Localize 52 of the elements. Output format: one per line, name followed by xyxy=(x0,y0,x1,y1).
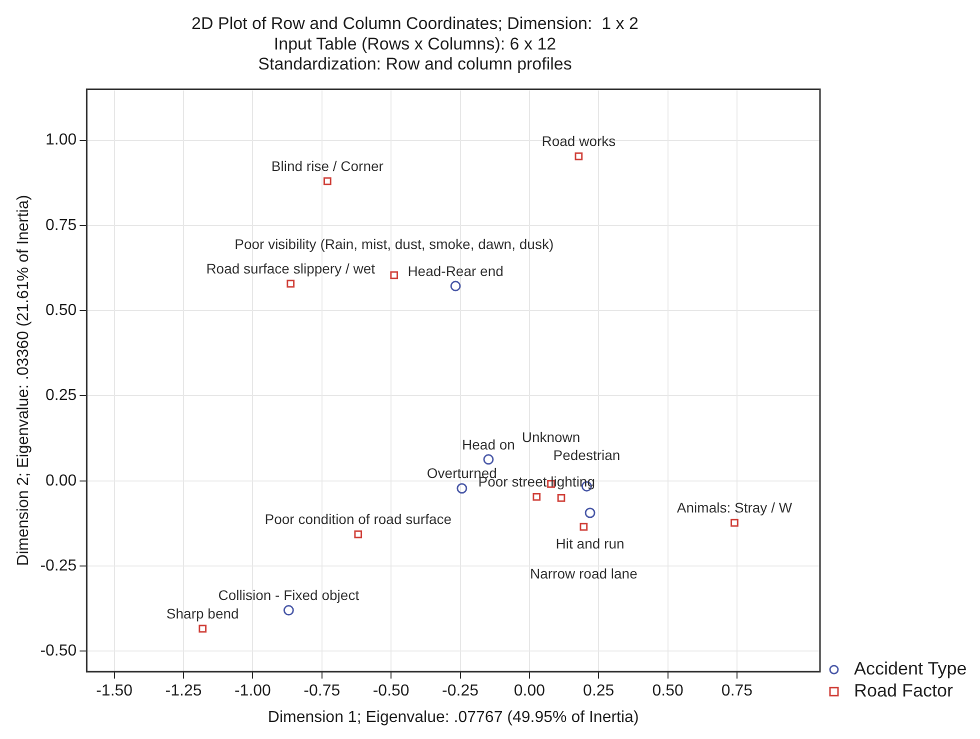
point xyxy=(730,518,738,527)
x-tick-label: -0.50 xyxy=(372,682,410,700)
y-tick-label: 0.25 xyxy=(46,387,77,404)
point xyxy=(532,492,541,501)
legend-label: Road Factor xyxy=(854,680,954,701)
annotation: Animals: Stray / W xyxy=(676,500,793,516)
point xyxy=(323,177,332,186)
chart-subtitle: Input Table (Rows x Columns): 6 x 12 Standardization: Row and column profiles xyxy=(258,34,572,74)
legend-label: Accident Type xyxy=(854,658,967,679)
x-tick-label: -0.25 xyxy=(442,682,479,700)
annotation: Head on xyxy=(462,436,515,452)
point xyxy=(283,605,294,616)
annotation: Hit and run xyxy=(556,536,624,552)
point xyxy=(390,271,398,280)
annotation: Narrow road lane xyxy=(530,566,638,582)
y-tick-label: 0.50 xyxy=(46,302,77,319)
point xyxy=(580,522,588,531)
x-axis-title: Dimension 1; Eigenvalue: .07767 (49.95% of Inertia) xyxy=(268,708,639,726)
annotation: Unknown xyxy=(522,428,580,445)
x-tick-label: -0.75 xyxy=(304,682,340,700)
point xyxy=(456,483,468,494)
point xyxy=(198,624,207,633)
annotation: Pedestrian xyxy=(553,447,620,464)
chart-title: 2D Plot of Row and Column Coordinates; Dimension: 1 x 2 xyxy=(192,14,638,33)
x-tick-label: 0.00 xyxy=(514,682,546,700)
x-tick-label: -1.25 xyxy=(165,682,202,700)
annotation: Poor condition of road surface xyxy=(264,511,452,528)
y-tick-label: 1.00 xyxy=(46,132,77,149)
point xyxy=(483,454,494,465)
annotation: Sharp bend xyxy=(166,606,239,622)
y-tick-label: 0.75 xyxy=(46,216,77,234)
annotation: Head-Rear end xyxy=(408,262,504,279)
annotation: Collision - Fixed object xyxy=(218,587,360,604)
y-tick-label: -0.25 xyxy=(40,557,77,574)
x-tick-label: -1.00 xyxy=(234,682,272,700)
point xyxy=(584,508,596,518)
y-tick-label: -0.50 xyxy=(40,642,77,660)
point xyxy=(574,152,583,160)
x-tick-label: 0.25 xyxy=(583,682,614,700)
y-tick-label: 0.00 xyxy=(46,472,77,490)
point xyxy=(354,530,362,538)
y-axis-title: Dimension 2; Eigenvalue: .03360 (21.61% of Inertia) xyxy=(15,194,32,566)
x-tick-label: 0.75 xyxy=(721,682,753,700)
x-tick-label: -1.50 xyxy=(96,682,133,700)
point xyxy=(286,280,295,288)
annotation: Blind rise / Corner xyxy=(271,158,384,174)
annotation: Poor visibility (Rain, mist, dust, smoke, dawn, dusk) xyxy=(234,236,554,252)
point xyxy=(450,280,461,292)
annotation: Road surface slippery / wet xyxy=(206,260,376,277)
annotation: Road works xyxy=(542,133,616,150)
point xyxy=(557,494,566,502)
x-tick-label: 0.50 xyxy=(652,682,684,700)
